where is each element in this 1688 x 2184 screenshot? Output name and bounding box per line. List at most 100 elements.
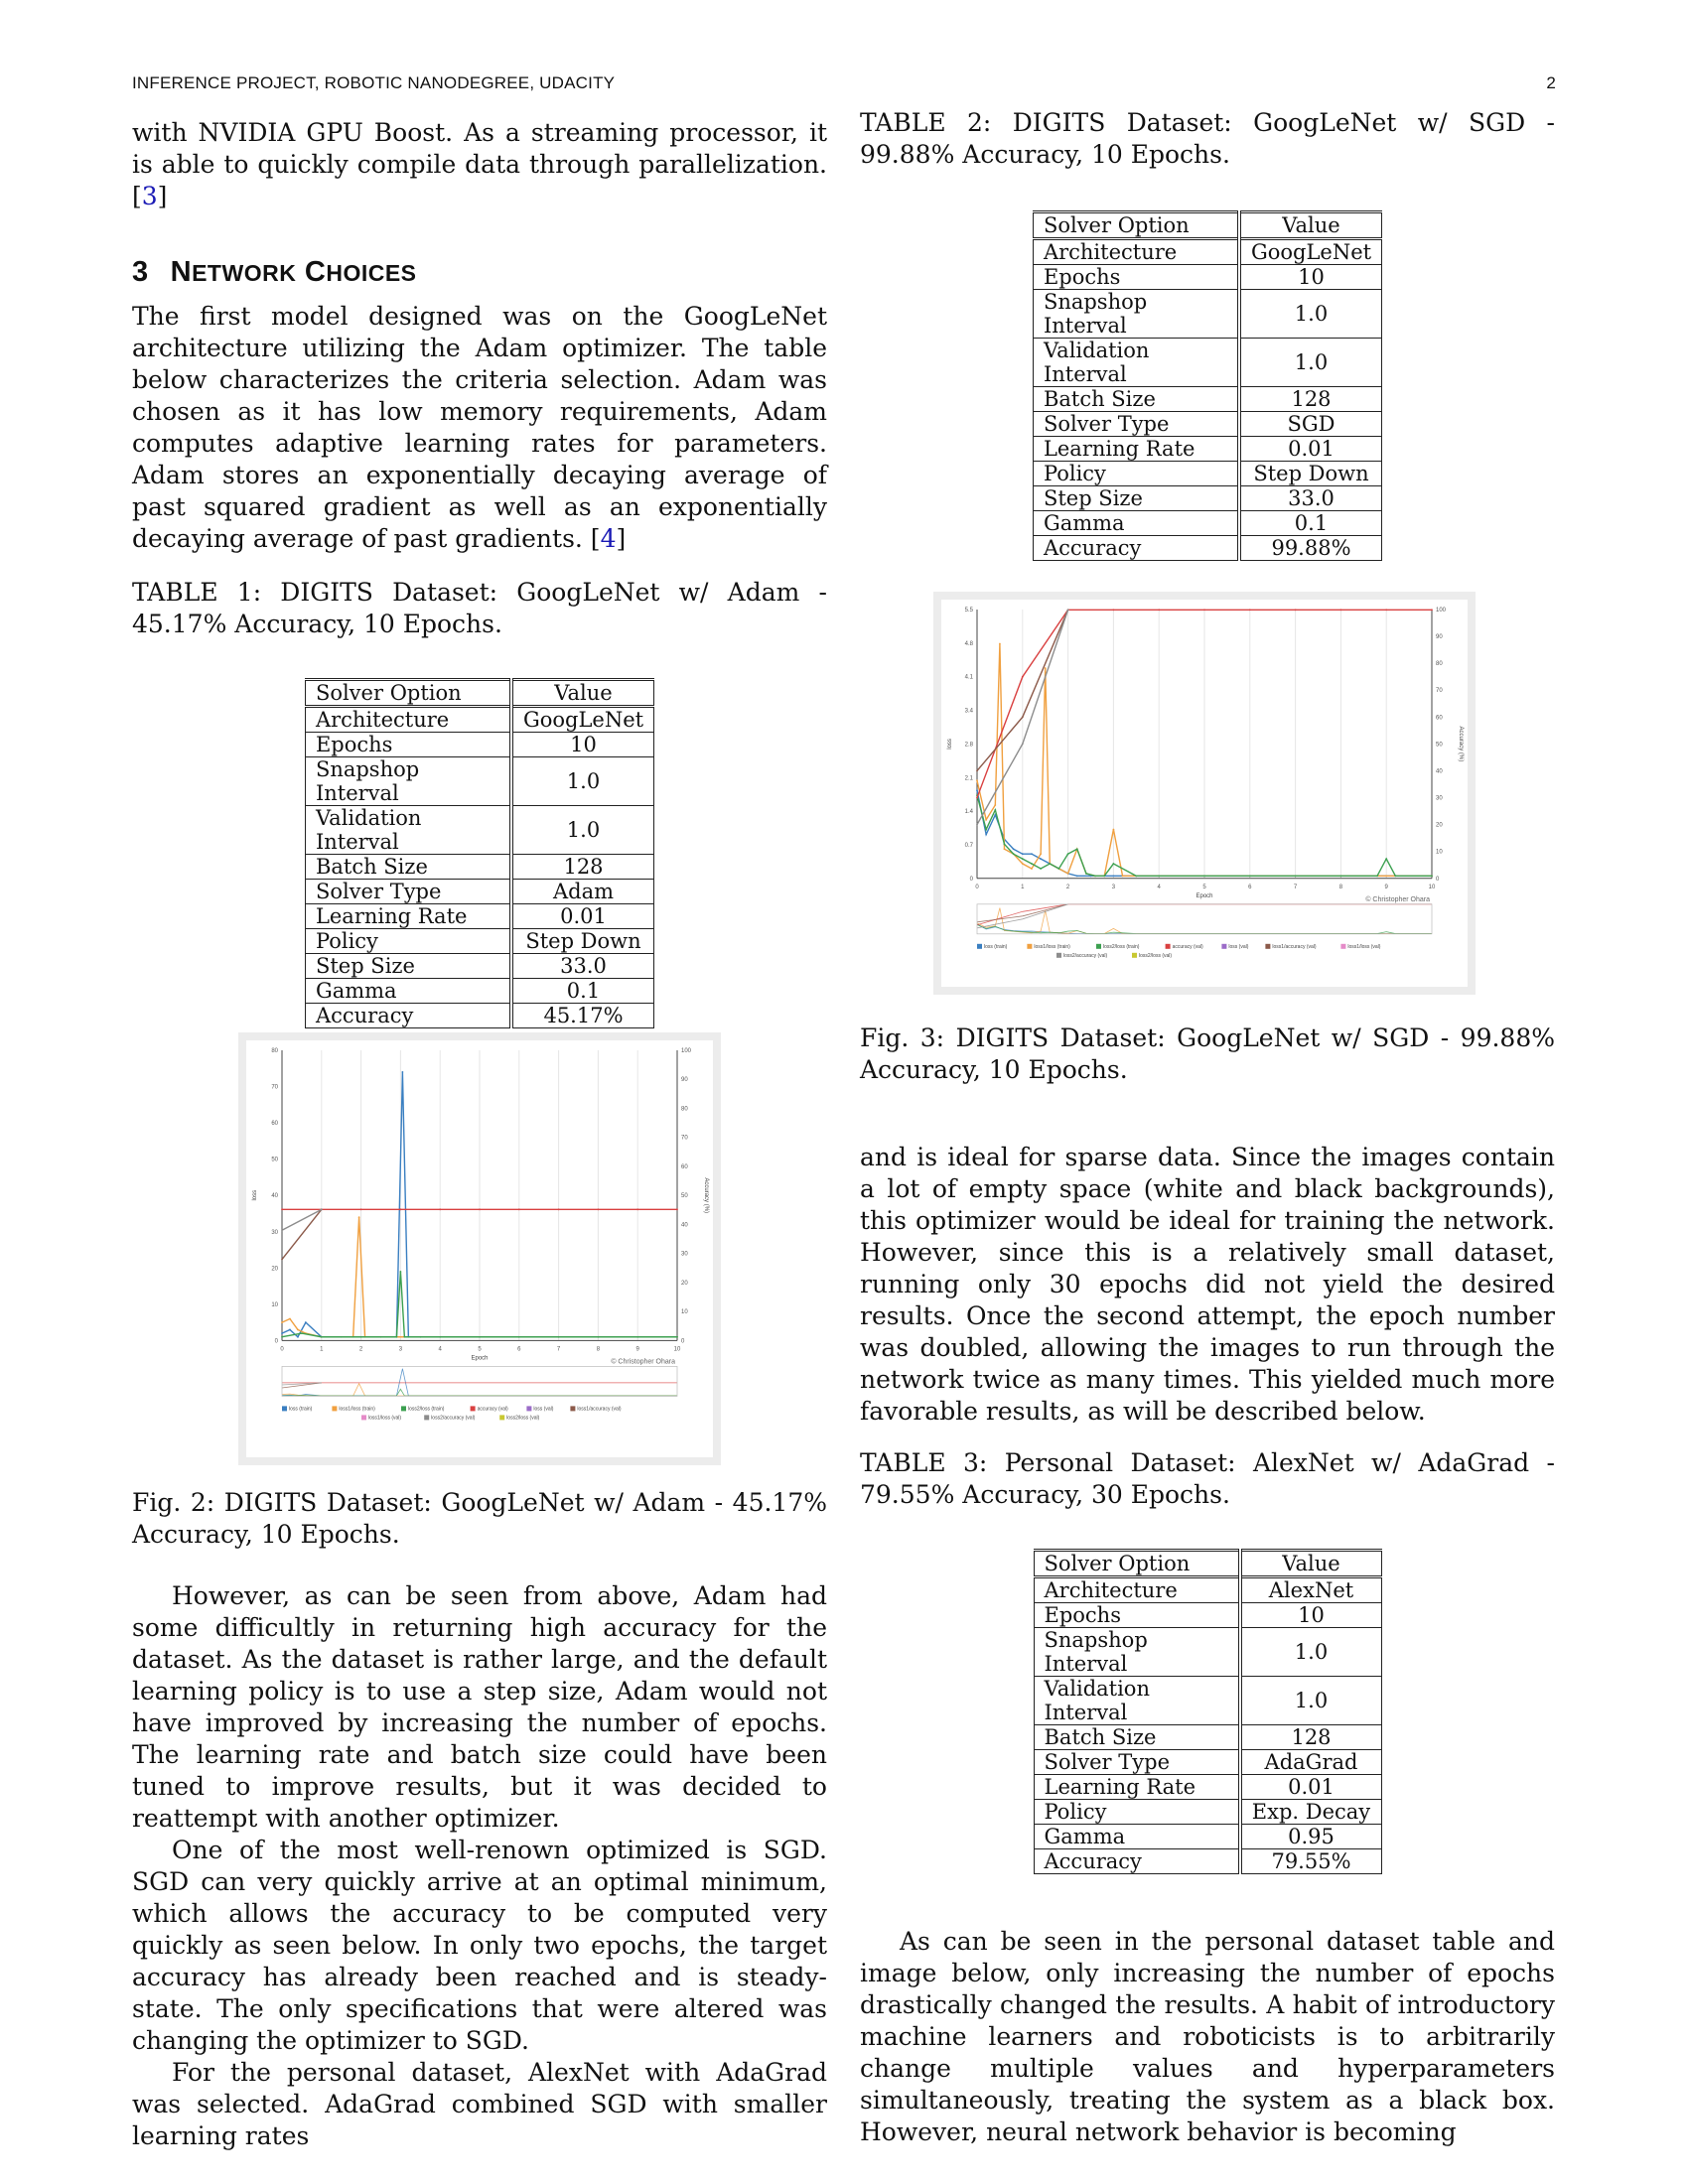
option-name: Batch Size (1032, 386, 1241, 412)
table2-caption: TABLE 2: DIGITS Dataset: GoogLeNet w/ SG… (860, 108, 1555, 169)
navigator-line (281, 1382, 677, 1397)
figure-3: 0 1 2 3 4 5 6 7 8 9 10 0 0.7 1.4 2.1 2.8 3.4 4.1 4.8 5.5 0 10… (933, 592, 1476, 995)
y2-tick-label: 80 (681, 1106, 688, 1112)
option-value: 0.95 (1239, 1824, 1382, 1849)
option-value: SGD (1238, 411, 1383, 437)
legend-item: loss1/loss (train) (1034, 944, 1070, 950)
data-point (976, 769, 978, 772)
data-point (517, 1208, 520, 1211)
option-value: 1.0 (1238, 338, 1383, 387)
x-tick-label: 3 (1112, 885, 1116, 890)
y-tick-label: 70 (271, 1085, 278, 1091)
table2: Solver Option Value Architecture GoogLeNet… (1032, 210, 1383, 561)
data-point (1021, 863, 1024, 865)
data-point (597, 1208, 600, 1211)
data-point (976, 796, 978, 799)
option-name: Gamma (1032, 510, 1241, 536)
option-name: Validation Interval (1032, 338, 1241, 387)
table-row: Accuracy 99.88% (1032, 535, 1383, 561)
legend-item: loss (train) (289, 1406, 313, 1412)
y2-tick-label: 100 (1436, 608, 1447, 614)
data-point (399, 1335, 402, 1338)
table-row: Solver Type Adam (304, 879, 655, 904)
data-point (1075, 875, 1078, 878)
navigator-line (976, 903, 1432, 926)
legend-swatch (424, 1415, 430, 1421)
legend-swatch (570, 1406, 576, 1412)
x-tick-label: 0 (975, 885, 979, 890)
legend-swatch (361, 1415, 366, 1421)
table-row: Policy Step Down (1032, 461, 1383, 486)
table3: Solver Option Value Architecture AlexNet Ep… (1033, 1549, 1382, 1874)
table-row: Architecture GoogLeNet (304, 706, 655, 733)
data-point (1112, 875, 1115, 878)
col-header: Value (1238, 210, 1383, 240)
table-row: Gamma 0.95 (1033, 1824, 1382, 1849)
data-point (1021, 853, 1024, 856)
data-point (985, 828, 988, 831)
legend-swatch (1340, 943, 1346, 949)
citation-link[interactable]: 3 (141, 182, 158, 210)
left-body: However, as can be seen from above, Adam… (132, 1580, 827, 2152)
table-row: Architecture GoogLeNet (1032, 238, 1383, 265)
option-name: Policy (1032, 461, 1241, 486)
data-point (479, 1208, 481, 1211)
col-header: Solver Option (304, 678, 513, 708)
data-point (1066, 853, 1069, 856)
y2-tick-label: 10 (1436, 850, 1443, 856)
navigator-line (976, 903, 1068, 929)
option-name: Step Size (304, 953, 513, 979)
y2-tick-label: 70 (681, 1136, 688, 1142)
data-point (1012, 853, 1015, 856)
data-point (994, 813, 997, 816)
legend-item: loss1/loss (train) (339, 1406, 375, 1412)
table-row: Gamma 0.1 (1032, 510, 1383, 536)
x-axis-label: Epoch (471, 1355, 488, 1361)
navigator-line (976, 924, 1432, 934)
data-point (976, 789, 978, 792)
adam-training-chart: 0 1 2 3 4 5 6 7 8 9 100102030405060708001020304050… (246, 1040, 713, 1457)
data-point (297, 1328, 299, 1331)
network-paragraph: The first model designed was on the Goog… (132, 302, 827, 553)
data-point (281, 1332, 283, 1334)
data-point (281, 1335, 283, 1338)
data-point (359, 1335, 362, 1338)
table-row: Step Size 33.0 (1032, 485, 1383, 511)
table1-caption: TABLE 1: DIGITS Dataset: GoogLeNet w/ Ad… (132, 578, 827, 638)
legend-item: loss1/accuracy (val) (577, 1406, 622, 1412)
data-point (401, 1071, 404, 1073)
x-tick-label: 9 (1385, 885, 1389, 890)
citation-link[interactable]: 4 (600, 524, 617, 553)
data-point (1085, 872, 1087, 875)
paragraph: For the personal dataset, AlexNet with A… (132, 2058, 827, 2150)
x-tick-label: 5 (1202, 885, 1206, 890)
left-column: with NVIDIA GPU Boost. As a streaming pr… (132, 117, 827, 1028)
option-value: 1.0 (1239, 1676, 1382, 1725)
table-row: Policy Exp. Decay (1033, 1799, 1382, 1825)
legend-item: loss2/loss (val) (506, 1415, 539, 1421)
data-point (1021, 743, 1024, 746)
option-name: Batch Size (1033, 1724, 1242, 1750)
y-tick-label: 30 (271, 1230, 278, 1236)
x-tick-label: 8 (597, 1346, 601, 1352)
data-point (1385, 875, 1388, 878)
data-point (281, 1208, 283, 1211)
y-tick-label: 10 (271, 1302, 278, 1308)
legend-item: loss (val) (533, 1406, 553, 1412)
data-point (557, 1335, 560, 1338)
option-value: 1.0 (1238, 289, 1383, 339)
data-point (1112, 828, 1115, 831)
table-row: Learning Rate 0.01 (1033, 1774, 1382, 1800)
data-point (976, 779, 978, 782)
data-point (985, 818, 988, 821)
option-name: Architecture (304, 706, 513, 733)
legend-swatch (470, 1406, 476, 1412)
data-point (1066, 609, 1069, 612)
table-row: Validation Interval 1.0 (1033, 1676, 1382, 1725)
table-row: Architecture AlexNet (1033, 1576, 1382, 1603)
y2-tick-label: 40 (1436, 768, 1443, 774)
y-tick-label: 0 (275, 1338, 279, 1344)
legend-item: loss2/accuracy (val) (1063, 953, 1108, 959)
data-point (1339, 875, 1342, 878)
option-name: Validation Interval (1033, 1676, 1242, 1725)
